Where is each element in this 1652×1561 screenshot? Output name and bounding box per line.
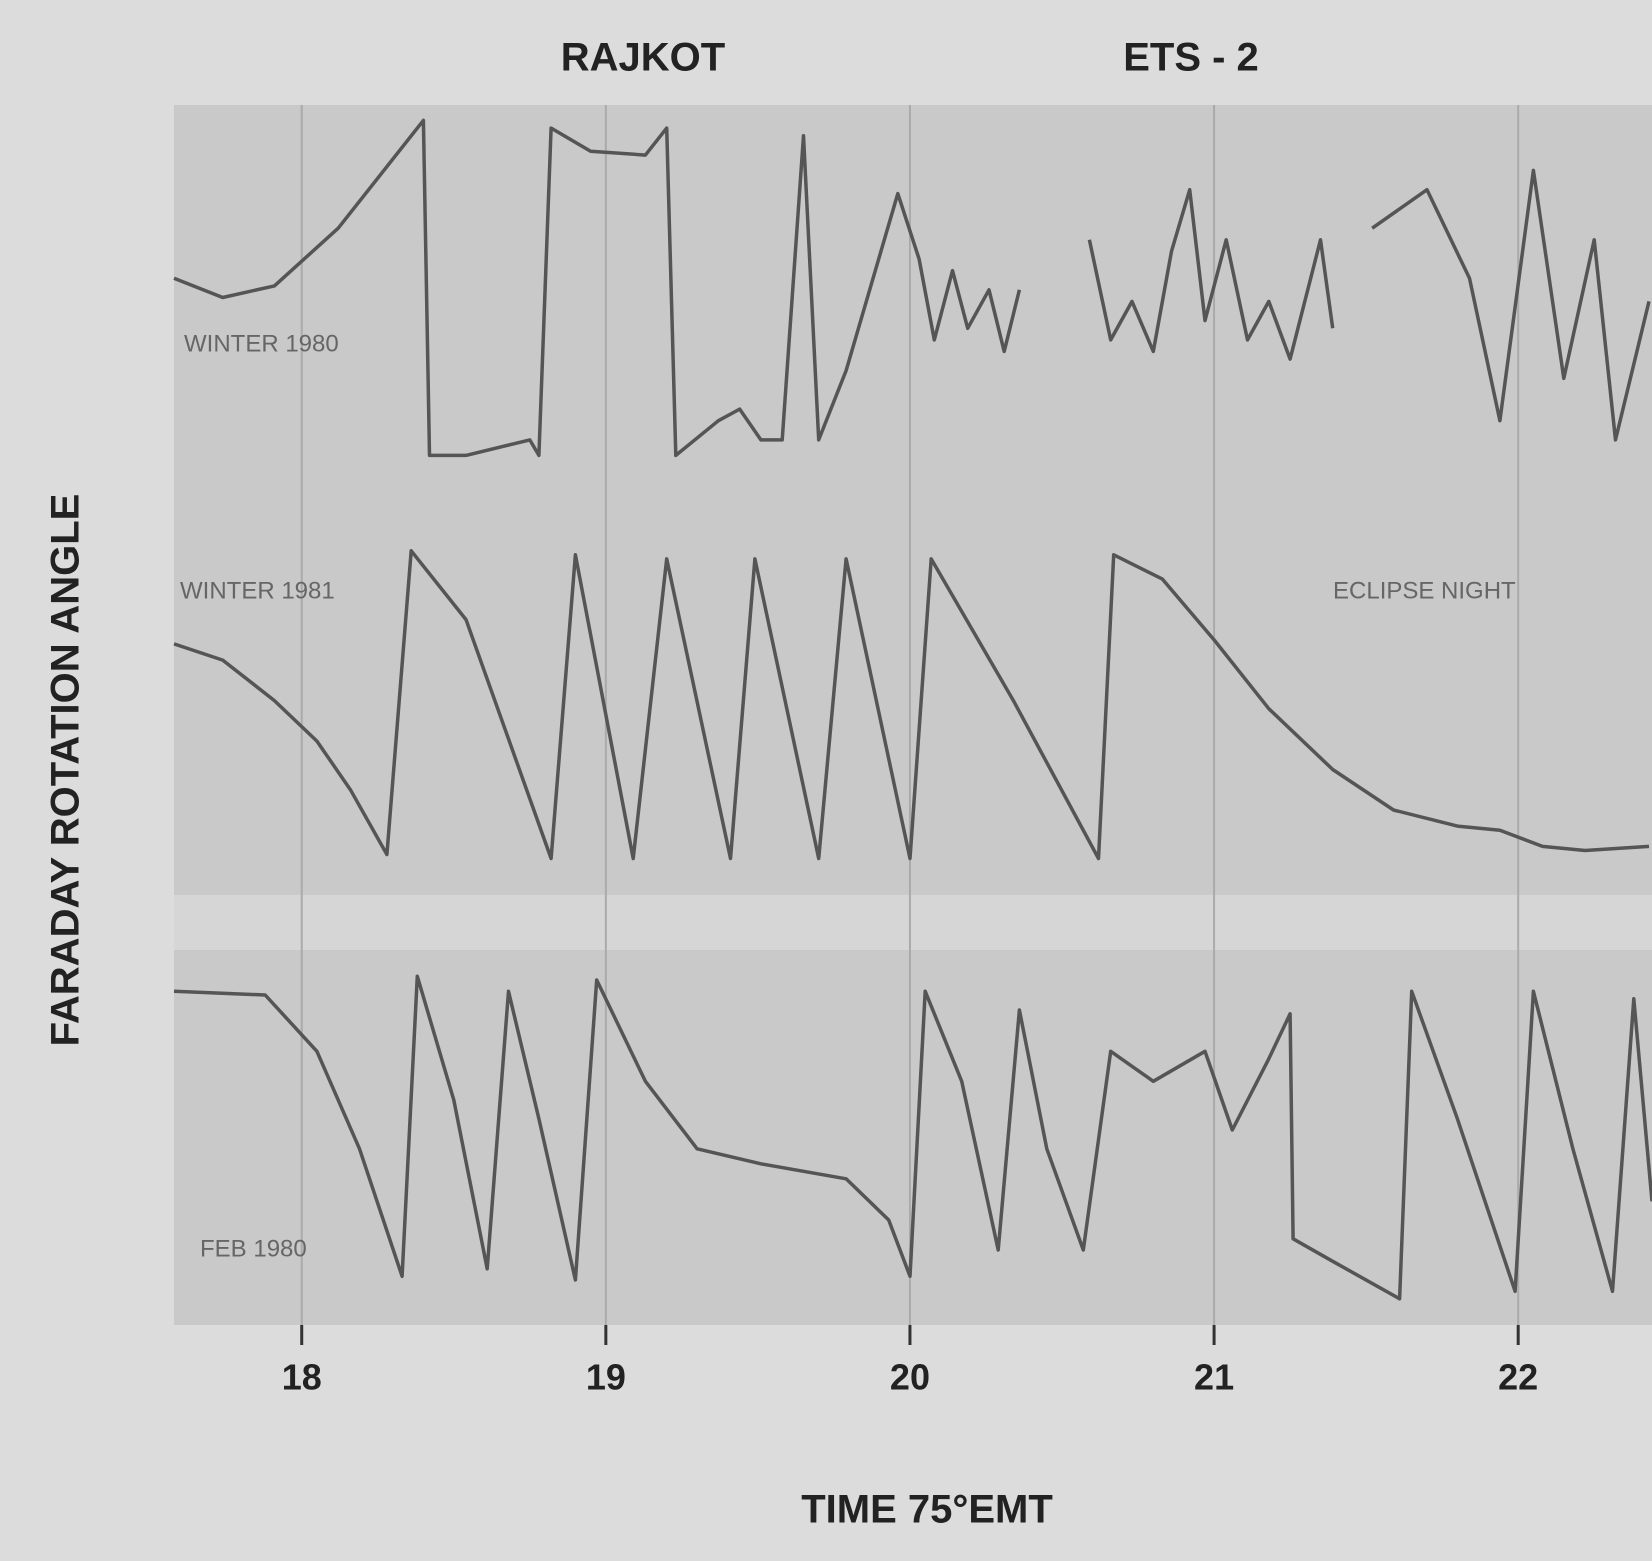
panel-annotation: ECLIPSE NIGHT: [1333, 577, 1516, 604]
x-tick-label: 20: [890, 1357, 930, 1398]
x-tick-label: 21: [1194, 1357, 1234, 1398]
trace-line: [173, 118, 1651, 458]
x-tick-label: 22: [1498, 1357, 1538, 1398]
plot-area: [174, 105, 1652, 1325]
trace-line: [173, 549, 1650, 861]
chart-title: RAJKOT: [561, 36, 725, 80]
panel-gap: [174, 895, 1652, 950]
trace-line: [173, 974, 1652, 1301]
panel-annotation: FEB 1980: [200, 1235, 307, 1262]
panel-annotation: WINTER 1980: [184, 330, 339, 357]
chart-subtitle: ETS - 2: [1123, 36, 1259, 80]
panel-annotation: WINTER 1981: [180, 577, 335, 604]
x-axis-label: TIME 75°EMT: [801, 1488, 1053, 1532]
x-tick-label: 19: [586, 1357, 626, 1398]
x-tick-label: 18: [282, 1357, 322, 1398]
y-axis-label: FARADAY ROTATION ANGLE: [44, 494, 88, 1047]
